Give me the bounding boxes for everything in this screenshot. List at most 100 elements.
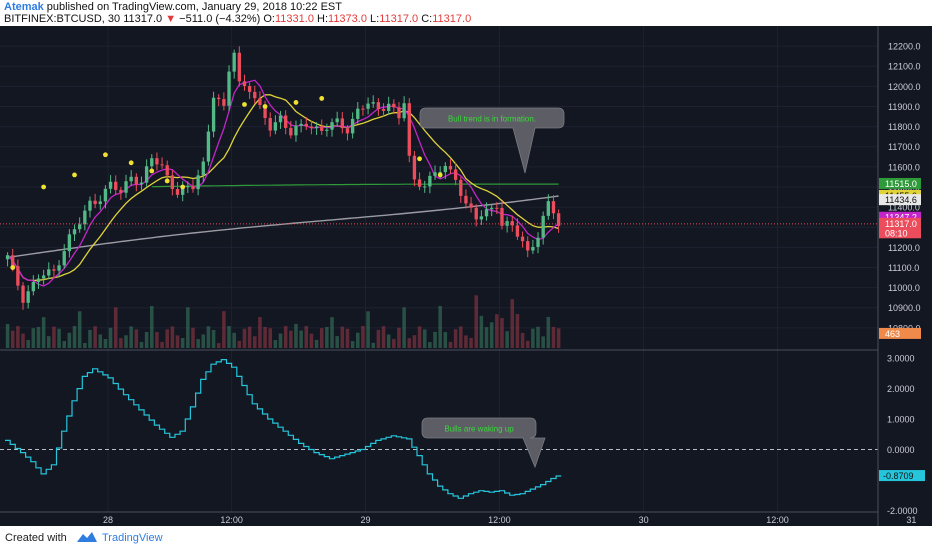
volume-bar xyxy=(299,330,303,348)
signal-dot xyxy=(242,102,247,107)
tradingview-logo-icon[interactable] xyxy=(76,530,98,544)
volume-bar xyxy=(119,338,123,348)
price-tick-label: 12000.0 xyxy=(888,82,921,92)
candle-body xyxy=(551,201,556,214)
candle-body xyxy=(474,207,478,220)
candle-body xyxy=(309,126,314,129)
author-name[interactable]: Atemak xyxy=(4,1,44,13)
callouts: Bull trend is in formation. Bulls are wak… xyxy=(419,107,565,469)
candle-body xyxy=(294,125,298,136)
candle-body xyxy=(289,127,293,136)
symbol-label[interactable]: BITFINEX:BTCUSD, 30 xyxy=(4,13,121,25)
candle-body xyxy=(124,181,128,193)
volume-bar xyxy=(31,328,36,348)
candle-body xyxy=(448,165,453,170)
volume-bar xyxy=(77,311,82,348)
candle-body xyxy=(417,179,422,187)
candle-body xyxy=(21,285,25,303)
chart-canvas[interactable]: 12200.0 12100.0 12000.0 11900.0 11800.0 11700… xyxy=(0,26,932,526)
candle-body xyxy=(526,241,530,251)
time-tick-label: 12:00 xyxy=(220,515,243,525)
candle-body xyxy=(381,108,386,111)
candle-body xyxy=(155,158,159,165)
candle-body xyxy=(284,115,288,128)
candle-body xyxy=(500,208,504,226)
volume-bar xyxy=(448,341,453,348)
volume-bar xyxy=(294,323,298,348)
volume-bar xyxy=(422,329,427,348)
volume-bar xyxy=(515,314,520,348)
candle-body xyxy=(196,175,200,190)
candle-body xyxy=(103,188,108,202)
volume-bar xyxy=(237,340,242,348)
osc-tick-label: 0.0000 xyxy=(887,445,915,455)
volume-bar xyxy=(546,316,551,348)
candle-body xyxy=(134,176,138,185)
volume-bar xyxy=(330,317,334,348)
volume-bar xyxy=(443,332,448,348)
candle-body xyxy=(47,269,51,276)
candlesticks xyxy=(5,46,561,310)
chart-area[interactable]: 12200.0 12100.0 12000.0 11900.0 11800.0 11700… xyxy=(0,26,932,526)
volume-bar xyxy=(47,336,51,348)
volume-bar xyxy=(258,317,262,348)
candle-body xyxy=(119,189,123,193)
candle-body xyxy=(510,221,514,226)
price-tick-label: 11600.0 xyxy=(888,162,920,172)
volume-bar xyxy=(397,327,401,348)
candle-body xyxy=(531,246,535,251)
time-tick-label: 30 xyxy=(639,515,649,525)
candle-body xyxy=(520,236,525,242)
candle-body xyxy=(98,201,102,205)
candle-body xyxy=(11,255,15,267)
volume-bar xyxy=(170,326,175,348)
volume-bar xyxy=(479,315,484,348)
close-label: C: xyxy=(421,13,433,25)
volume-bar xyxy=(428,342,432,348)
volume-bar xyxy=(88,329,92,348)
candle-body xyxy=(387,103,391,111)
candle-body xyxy=(273,122,278,131)
candle-body xyxy=(278,115,283,123)
price-axis: 12200.0 12100.0 12000.0 11900.0 11800.0 11700… xyxy=(0,26,932,526)
candle-body xyxy=(144,166,149,183)
price-label-box xyxy=(879,211,921,223)
candle-body xyxy=(484,209,489,217)
price-tick-label: 11700.0 xyxy=(888,142,920,152)
volume-bar xyxy=(247,326,252,348)
volume-bar xyxy=(124,335,128,348)
candle-body xyxy=(320,126,324,131)
volume-bar xyxy=(500,318,504,348)
publish-info: Atemak published on TradingView.com, Jan… xyxy=(4,1,342,13)
bulls-waking-callout-bubble xyxy=(421,417,546,469)
candle-body xyxy=(299,123,303,126)
candle-body xyxy=(217,97,221,100)
volume-bar xyxy=(520,332,525,348)
price-label-box xyxy=(879,177,921,189)
candle-body xyxy=(263,104,267,119)
candle-body xyxy=(247,86,252,92)
volume-bar xyxy=(536,326,540,348)
volume-bar xyxy=(139,342,144,348)
candle-body xyxy=(165,165,169,176)
price-label-text: 11317.0 xyxy=(885,219,917,229)
price-tick-label: 11000.0 xyxy=(888,283,920,293)
axis-background xyxy=(878,26,932,526)
volume-bar xyxy=(525,340,530,348)
volume-bar xyxy=(103,338,108,348)
volume-bar xyxy=(356,332,360,348)
candle-body xyxy=(88,200,92,211)
volume-bar xyxy=(412,335,417,348)
price-tick-label: 11900.0 xyxy=(888,102,920,112)
volume-bar xyxy=(134,329,139,348)
candle-body xyxy=(57,265,61,271)
bull-trend-callout-bubble xyxy=(419,107,565,174)
price-tick-label: 12100.0 xyxy=(888,62,921,72)
candle-body xyxy=(150,158,154,167)
osc-last-box xyxy=(879,470,925,482)
volume-bar xyxy=(417,326,422,348)
volume-bar xyxy=(474,295,478,348)
signal-dot xyxy=(417,156,422,162)
ma-green-line xyxy=(151,183,559,188)
tradingview-brand[interactable]: TradingView xyxy=(102,532,163,544)
